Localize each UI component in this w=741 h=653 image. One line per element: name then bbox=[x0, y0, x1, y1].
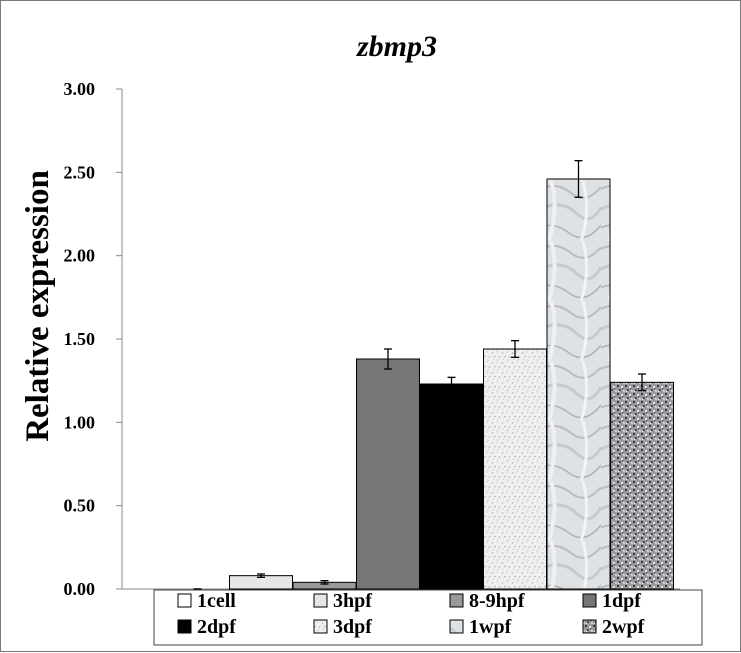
legend-swatch bbox=[177, 619, 192, 634]
bar-1dpf bbox=[356, 358, 420, 590]
y-ticks: 0.00 0.50 1.00 1.50 2.00 2.50 3.00 bbox=[64, 79, 122, 599]
legend-swatch bbox=[449, 593, 464, 608]
y-tick-label: 0.50 bbox=[64, 496, 96, 516]
legend-item-3dpf: 3dpf bbox=[313, 616, 372, 638]
y-axis-label: Relative expression bbox=[20, 170, 56, 442]
legend-label: 2dpf bbox=[197, 616, 236, 638]
error-bar-1wpf bbox=[574, 160, 583, 198]
legend-swatch bbox=[582, 593, 597, 608]
error-bar-3dpf bbox=[511, 340, 519, 358]
legend-label: 8-9hpf bbox=[469, 590, 525, 612]
bar-2dpf bbox=[419, 383, 484, 590]
error-bar-3hpf bbox=[257, 573, 265, 578]
legend-label: 1wpf bbox=[469, 616, 512, 638]
legend: 1cell 3hpf 8-9hpf 1dpf 2dpf 3dpf 1wpf 2wpf bbox=[153, 589, 703, 646]
legend-label: 3dpf bbox=[333, 616, 372, 638]
error-bars bbox=[193, 160, 646, 590]
error-bar-8-9hpf bbox=[320, 580, 329, 585]
legend-label: 3hpf bbox=[333, 590, 372, 612]
bar-1wpf bbox=[546, 178, 611, 590]
legend-item-2wpf: 2wpf bbox=[582, 616, 645, 638]
legend-swatch bbox=[177, 593, 192, 608]
y-tick-label: 1.00 bbox=[64, 412, 96, 432]
legend-item-3hpf: 3hpf bbox=[313, 590, 372, 612]
legend-item-1dpf: 1dpf bbox=[582, 590, 641, 612]
y-tick-label: 2.00 bbox=[64, 246, 96, 266]
error-bar-2dpf bbox=[447, 376, 456, 392]
legend-item-8-9hpf: 8-9hpf bbox=[449, 590, 525, 612]
legend-item-1cell: 1cell bbox=[177, 590, 236, 612]
y-tick-label: 2.50 bbox=[64, 162, 96, 182]
legend-item-1wpf: 1wpf bbox=[449, 616, 512, 638]
legend-item-2dpf: 2dpf bbox=[177, 616, 236, 638]
bar-2wpf bbox=[610, 381, 674, 590]
legend-label: 1cell bbox=[197, 590, 236, 612]
legend-swatch bbox=[313, 593, 328, 608]
error-bar-2wpf bbox=[638, 373, 646, 392]
bars bbox=[229, 178, 674, 590]
error-bar-1dpf bbox=[384, 348, 392, 370]
y-tick-label: 3.00 bbox=[64, 79, 96, 99]
bar-3dpf bbox=[483, 348, 547, 590]
y-tick-label: 0.00 bbox=[64, 579, 96, 599]
chart-title: zbmp3 bbox=[356, 30, 437, 63]
legend-label: 2wpf bbox=[602, 616, 645, 638]
legend-label: 1dpf bbox=[602, 590, 641, 612]
y-tick-label: 1.50 bbox=[64, 329, 96, 349]
legend-swatch bbox=[582, 619, 597, 634]
legend-swatch bbox=[449, 619, 464, 634]
legend-box bbox=[153, 589, 703, 646]
legend-swatch bbox=[313, 619, 328, 634]
